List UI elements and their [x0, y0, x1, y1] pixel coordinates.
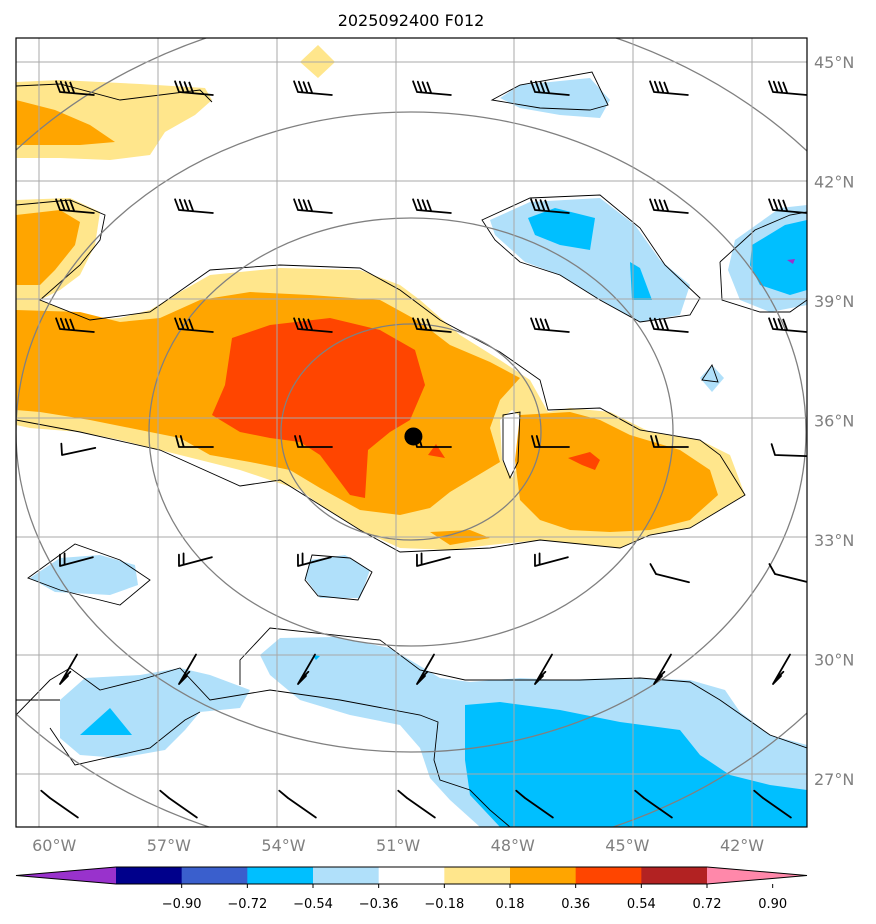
- colorbar-segment: [247, 867, 314, 884]
- wind-barb: [649, 198, 689, 214]
- lat-tick-label: 33°N: [814, 531, 854, 550]
- wind-barb: [397, 789, 436, 819]
- lon-tick-label: 51°W: [376, 836, 420, 855]
- lat-tick-label: 36°N: [814, 412, 854, 431]
- wind-barb: [753, 789, 792, 819]
- wind-barbs: [40, 80, 807, 819]
- wind-barb: [770, 443, 807, 458]
- storm-center-marker: [404, 427, 423, 446]
- colorbar-tick-label: 0.90: [758, 897, 787, 912]
- wind-barb: [55, 198, 95, 214]
- wind-barb: [530, 198, 570, 214]
- map-panel: [16, 38, 807, 827]
- wind-barb: [650, 435, 689, 448]
- wind-barb: [649, 317, 689, 333]
- lon-tick-label: 45°W: [605, 836, 649, 855]
- colorbar-tick-label: 0.18: [496, 897, 525, 912]
- wind-barb: [412, 198, 452, 214]
- range-rings: [16, 38, 807, 827]
- colorbar-segment: [313, 867, 380, 884]
- colorbar-tick-label: −0.36: [359, 897, 399, 912]
- colorbar-tick-label: 0.54: [627, 897, 656, 912]
- wind-barb: [294, 435, 333, 448]
- colorbar: −0.90 −0.72 −0.54 −0.36 −0.18 0.18 0.36 0.54 0.7…: [15, 866, 808, 912]
- lon-tick-label: 57°W: [147, 836, 191, 855]
- wind-barb: [653, 653, 672, 685]
- wind-barb: [412, 80, 452, 96]
- colorbar-extend-high: [707, 867, 807, 884]
- wind-barb: [59, 653, 78, 685]
- wind-barb: [649, 563, 690, 584]
- lat-tick-label: 45°N: [814, 53, 854, 72]
- lat-tick-label: 42°N: [814, 172, 854, 191]
- wind-barb: [649, 80, 689, 96]
- wind-barb: [515, 789, 554, 819]
- wind-barb: [293, 198, 333, 214]
- graticule: [16, 38, 807, 827]
- colorbar-tick-label: 0.36: [561, 897, 590, 912]
- wind-barb: [293, 317, 333, 333]
- colorbar-tick-label: −0.72: [227, 897, 267, 912]
- wind-barb: [178, 552, 213, 567]
- wind-barb: [174, 80, 214, 96]
- map-frame: [15, 37, 808, 828]
- wind-barb: [174, 198, 214, 214]
- wind-barb: [531, 435, 570, 448]
- wind-barb: [278, 789, 317, 819]
- lat-tick-label: 27°N: [814, 770, 854, 789]
- colorbar-segment: [575, 867, 642, 884]
- wind-barb: [768, 80, 807, 96]
- wind-barb: [297, 552, 332, 567]
- lon-tick-label: 60°W: [32, 836, 76, 855]
- wind-barb: [412, 317, 452, 333]
- wind-barb: [768, 198, 807, 214]
- wind-barb: [175, 435, 214, 448]
- colorbar-outline: [15, 866, 808, 885]
- negative-anomaly-mid: [80, 208, 807, 827]
- wind-barb: [55, 80, 95, 96]
- colorbar-tick-label: −0.18: [424, 897, 464, 912]
- wind-barb: [293, 80, 333, 96]
- wind-barb: [55, 317, 95, 333]
- wind-barb: [534, 552, 569, 567]
- lat-tick-label: 30°N: [814, 651, 854, 670]
- lon-tick-label: 54°W: [261, 836, 305, 855]
- colorbar-extend-low: [16, 867, 116, 884]
- contour-lines: [16, 71, 807, 827]
- wind-barb: [634, 789, 673, 819]
- wind-barb: [416, 552, 451, 567]
- colorbar-segment: [378, 867, 445, 884]
- figure-title: 2025092400 F012: [338, 11, 485, 30]
- wind-barb: [530, 317, 570, 333]
- wind-barb: [297, 653, 316, 685]
- wind-barb: [159, 789, 198, 819]
- wind-barb: [772, 653, 791, 685]
- latitude-labels: 45°N 42°N 39°N 36°N 33°N 30°N 27°N: [814, 53, 854, 789]
- wind-barb: [174, 317, 214, 333]
- lat-tick-label: 39°N: [814, 292, 854, 311]
- wind-barb: [530, 80, 570, 96]
- longitude-labels: 60°W 57°W 54°W 51°W 48°W 45°W 42°W: [32, 836, 764, 855]
- wind-barb: [60, 442, 97, 456]
- lon-tick-label: 42°W: [720, 836, 764, 855]
- wind-barb: [416, 653, 435, 685]
- wind-barb: [40, 789, 79, 819]
- wind-barb: [59, 552, 94, 567]
- colorbar-tick-label: −0.54: [293, 897, 333, 912]
- colorbar-tick-label: 0.72: [693, 897, 722, 912]
- wind-barb: [178, 653, 197, 685]
- wind-barb: [534, 653, 553, 685]
- colorbar-segment: [181, 867, 248, 884]
- colorbar-segment: [641, 867, 708, 884]
- extreme-anomaly-spot: [787, 259, 795, 264]
- colorbar-segment: [510, 867, 577, 884]
- wind-barb: [768, 317, 807, 333]
- wind-barb: [768, 563, 807, 583]
- colorbar-tick-label: −0.90: [162, 897, 202, 912]
- lon-tick-label: 48°W: [491, 836, 535, 855]
- colorbar-segment: [116, 867, 183, 884]
- positive-anomaly-high: [212, 318, 600, 498]
- colorbar-segment: [444, 867, 511, 884]
